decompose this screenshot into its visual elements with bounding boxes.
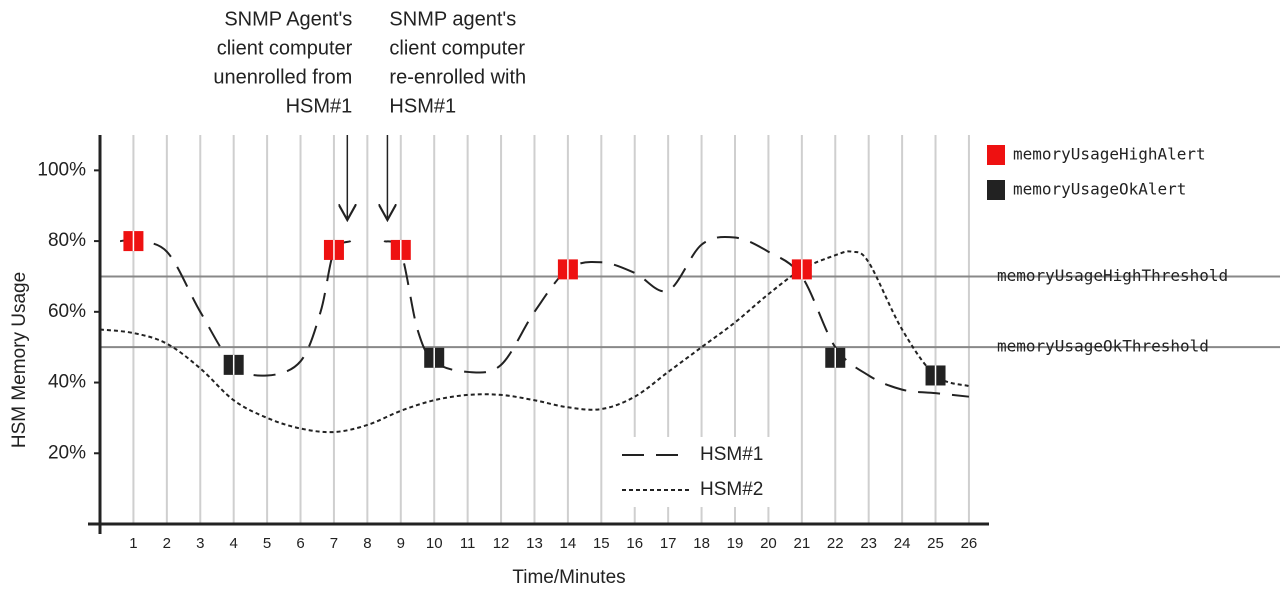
annotation-text: SNMP agent's [389,8,516,30]
x-tick-label: 23 [860,535,877,552]
x-tick-label: 13 [526,535,543,552]
x-tick-label: 1 [129,535,137,552]
y-axis-label: HSM Memory Usage [9,272,30,448]
y-tick-label: 60% [48,301,86,322]
legend-label: memoryUsageHighAlert [1013,145,1206,164]
y-tick-label: 20% [48,442,86,463]
x-tick-label: 11 [460,535,476,552]
x-tick-label: 8 [363,535,371,552]
x-tick-label: 26 [961,535,978,552]
x-tick-label: 9 [397,535,405,552]
x-tick-label: 5 [263,535,271,552]
series-line [99,250,970,434]
grid [132,135,970,524]
x-tick-label: 25 [927,535,944,552]
annotation-text: re-enrolled with [389,66,526,88]
legend-label: memoryUsageOkAlert [1013,180,1186,199]
annotation-text: client computer [217,37,353,59]
x-tick-label: 18 [693,535,710,552]
legend-swatch [987,180,1005,200]
x-tick-label: 2 [163,535,171,552]
x-tick-label: 3 [196,535,204,552]
annotation-text: SNMP Agent's [224,8,352,30]
x-tick-label: 6 [296,535,304,552]
x-tick-label: 19 [727,535,744,552]
series-line [383,235,970,398]
legend-label: HSM#2 [700,479,763,500]
x-tick-label: 7 [330,535,338,552]
series-line [119,239,352,377]
x-tick-label: 24 [894,535,911,552]
x-tick-label: 20 [760,535,777,552]
x-tick-label: 12 [493,535,510,552]
legend-background [610,437,790,507]
y-tick-label: 100% [37,159,86,180]
x-tick-label: 4 [230,535,238,552]
threshold-label: memoryUsageOkThreshold [997,337,1209,356]
x-tick-label: 16 [626,535,643,552]
x-axis-label: Time/Minutes [512,567,625,588]
y-tick-label: 40% [48,372,86,393]
legend-swatch [987,145,1005,165]
legend-label: HSM#1 [700,444,763,465]
x-tick-label: 22 [827,535,844,552]
annotation-text: client computer [389,37,525,59]
x-tick-label: 15 [593,535,610,552]
x-tick-label: 10 [426,535,443,552]
annotation-text: HSM#1 [389,95,456,117]
x-tick-label: 14 [560,535,577,552]
threshold-label: memoryUsageHighThreshold [997,266,1228,285]
annotation-text: HSM#1 [286,95,353,117]
annotation-text: unenrolled from [213,66,352,88]
x-tick-label: 17 [660,535,677,552]
y-tick-label: 80% [48,230,86,251]
x-tick-label: 21 [793,535,810,552]
plot: 1 2 3 4 5 6 7 8 9 10 11 12 13 14 15 16 17 18 19 20 21 22 23 24 2… [37,8,1280,552]
